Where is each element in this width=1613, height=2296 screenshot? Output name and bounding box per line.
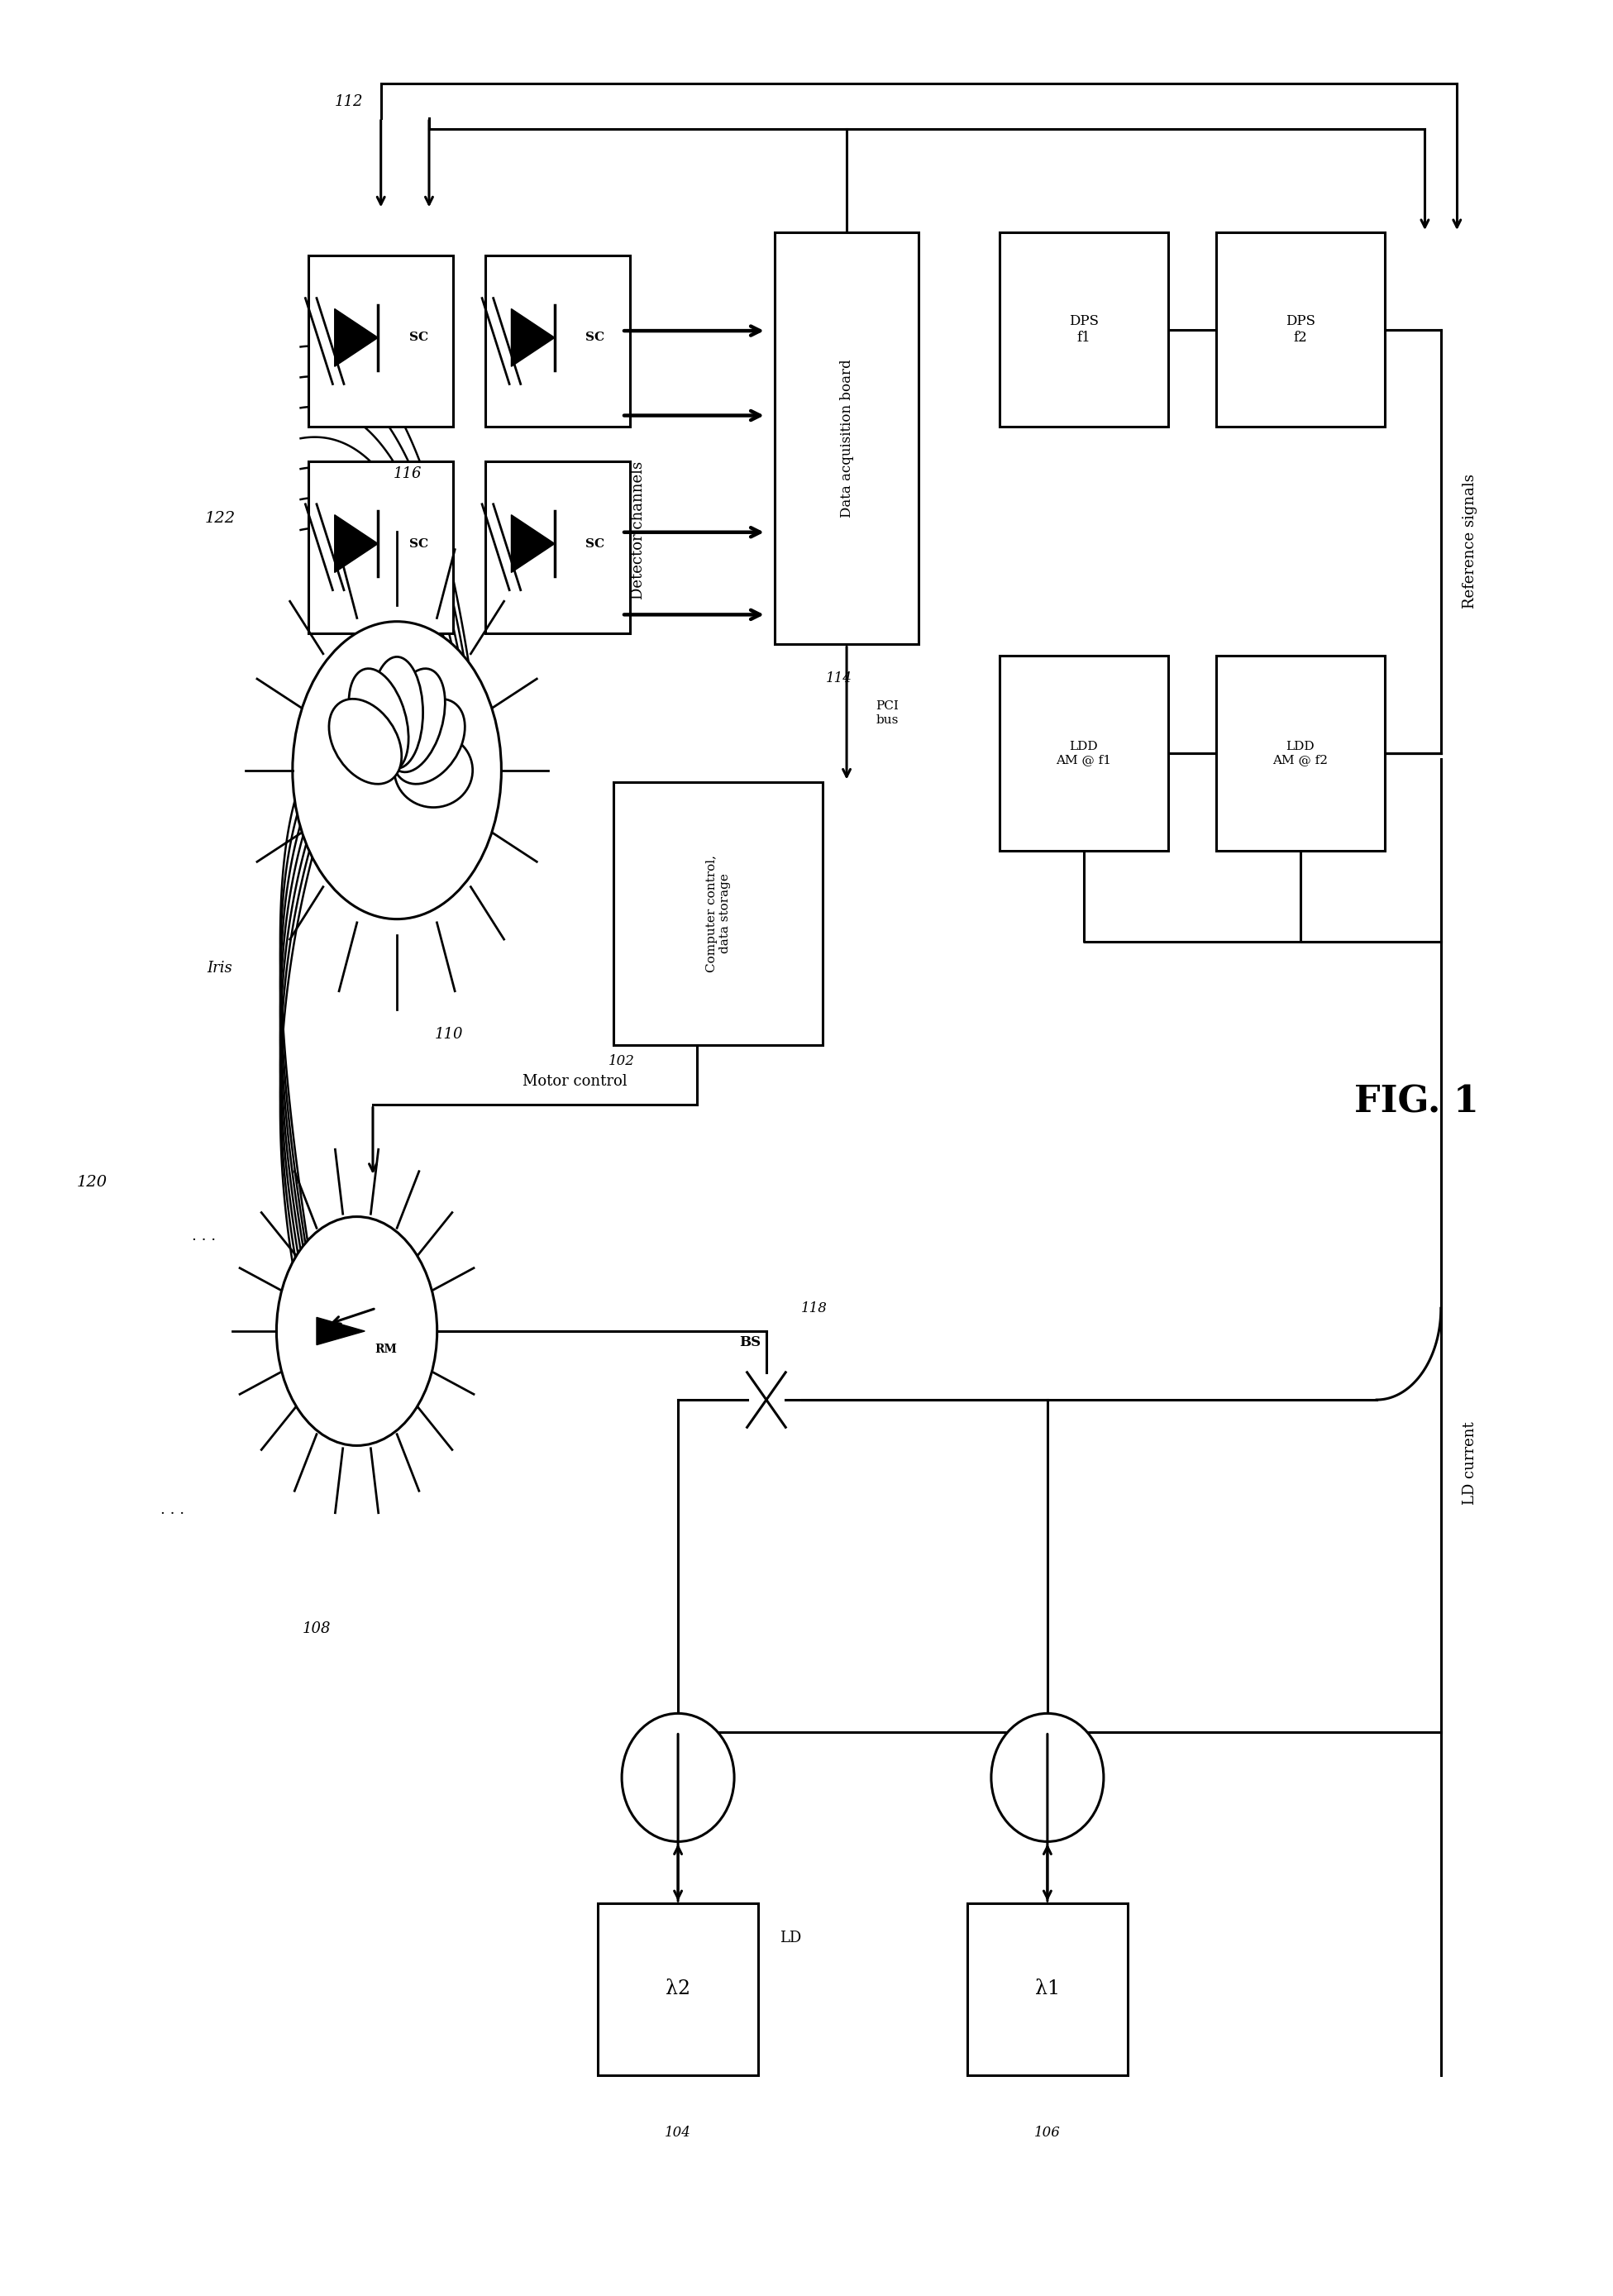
Bar xyxy=(998,232,1168,427)
Text: LDD
AM @ f2: LDD AM @ f2 xyxy=(1273,742,1327,765)
Text: 104: 104 xyxy=(665,2126,692,2140)
Ellipse shape xyxy=(329,698,402,783)
Bar xyxy=(308,255,453,427)
Polygon shape xyxy=(334,514,377,572)
Bar xyxy=(598,1903,758,2076)
Text: 112: 112 xyxy=(334,94,363,110)
Ellipse shape xyxy=(348,668,408,771)
Text: 116: 116 xyxy=(394,466,421,482)
Bar xyxy=(998,657,1168,850)
Ellipse shape xyxy=(386,668,445,771)
Polygon shape xyxy=(334,310,377,367)
Ellipse shape xyxy=(392,698,465,783)
Polygon shape xyxy=(316,1318,365,1345)
Text: . . .: . . . xyxy=(192,1228,216,1244)
Circle shape xyxy=(276,1217,437,1446)
Bar xyxy=(968,1903,1127,2076)
Bar xyxy=(1216,657,1384,850)
Text: 122: 122 xyxy=(205,512,235,526)
Text: 114: 114 xyxy=(826,673,852,687)
Circle shape xyxy=(292,622,502,918)
Text: 110: 110 xyxy=(436,1026,463,1042)
Ellipse shape xyxy=(394,732,473,808)
Text: Data acquisition board: Data acquisition board xyxy=(840,358,853,517)
Text: λ2: λ2 xyxy=(666,1979,690,2000)
Text: SC: SC xyxy=(410,333,427,344)
Text: PCI
bus: PCI bus xyxy=(876,700,898,726)
Polygon shape xyxy=(511,310,555,367)
Text: DPS
f2: DPS f2 xyxy=(1286,315,1315,344)
Text: SC: SC xyxy=(410,537,427,549)
Text: SC: SC xyxy=(586,333,605,344)
Text: . . .: . . . xyxy=(160,1502,184,1518)
Text: Detector channels: Detector channels xyxy=(631,461,645,599)
Text: 108: 108 xyxy=(302,1621,331,1637)
Ellipse shape xyxy=(621,1713,734,1841)
Text: RM: RM xyxy=(374,1343,397,1355)
Bar xyxy=(774,232,919,645)
Text: Motor control: Motor control xyxy=(523,1075,627,1088)
Bar xyxy=(486,255,629,427)
Text: 106: 106 xyxy=(1034,2126,1061,2140)
Ellipse shape xyxy=(371,657,423,769)
Bar xyxy=(1216,232,1384,427)
Bar xyxy=(308,461,453,634)
Text: Reference signals: Reference signals xyxy=(1463,473,1478,608)
Text: 118: 118 xyxy=(802,1302,827,1316)
Text: LD current: LD current xyxy=(1463,1421,1478,1504)
Text: 120: 120 xyxy=(76,1176,106,1189)
Text: DPS
f1: DPS f1 xyxy=(1069,315,1098,344)
Text: Computer control,
data storage: Computer control, data storage xyxy=(705,854,731,971)
Text: FIG. 1: FIG. 1 xyxy=(1355,1084,1479,1120)
Ellipse shape xyxy=(992,1713,1103,1841)
Text: LD: LD xyxy=(779,1931,802,1945)
Bar xyxy=(486,461,629,634)
Text: SC: SC xyxy=(586,537,605,549)
Text: λ1: λ1 xyxy=(1036,1979,1060,2000)
Bar xyxy=(615,781,823,1045)
Polygon shape xyxy=(511,514,555,572)
Text: BS: BS xyxy=(739,1336,761,1350)
Text: 102: 102 xyxy=(608,1054,636,1068)
Text: LDD
AM @ f1: LDD AM @ f1 xyxy=(1057,742,1111,765)
Text: Iris: Iris xyxy=(206,960,232,976)
